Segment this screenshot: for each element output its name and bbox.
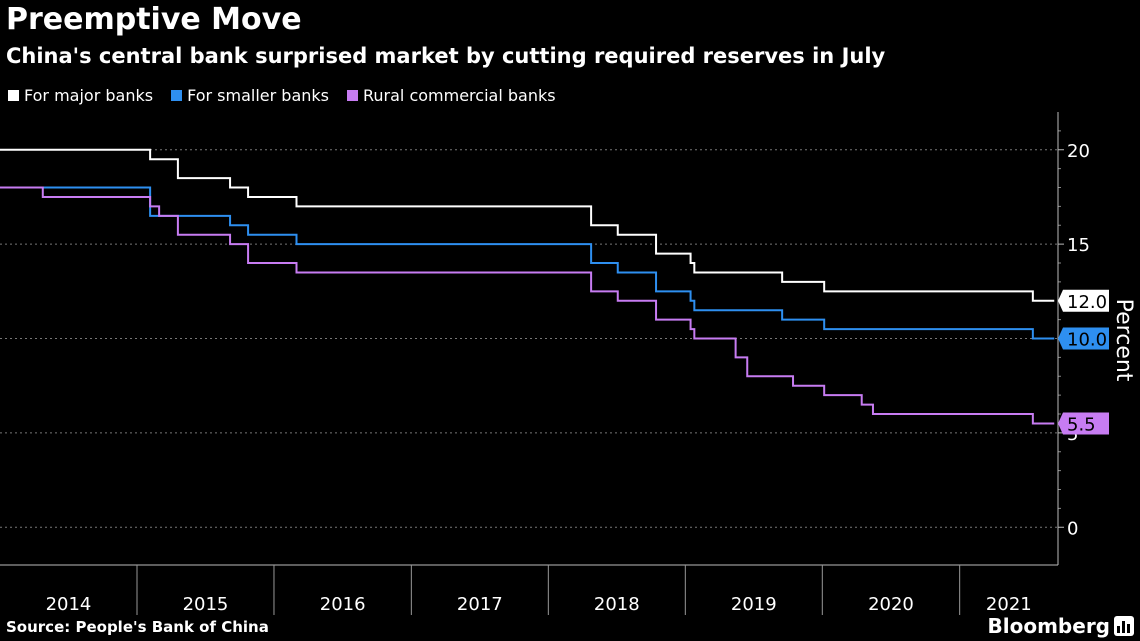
year-label-2015: 2015 xyxy=(183,594,229,615)
series-line-2 xyxy=(0,186,1055,425)
year-label-2021: 2021 xyxy=(986,594,1032,615)
year-label-2020: 2020 xyxy=(868,594,914,615)
end-label-2: 5.5 xyxy=(1067,414,1096,435)
ytick-label-20: 20 xyxy=(1067,141,1090,162)
end-label-1: 10.0 xyxy=(1067,330,1107,351)
legend-item-rural: Rural commercial banks xyxy=(347,86,556,105)
legend-label-rural: Rural commercial banks xyxy=(363,86,556,105)
year-label-2017: 2017 xyxy=(457,594,503,615)
chart-subtitle: China's central bank surprised market by… xyxy=(6,44,886,68)
year-label-2019: 2019 xyxy=(731,594,777,615)
legend-label-major: For major banks xyxy=(24,86,154,105)
y-axis-title: Percent xyxy=(1111,299,1136,382)
series-line-0 xyxy=(0,148,1055,302)
year-label-2018: 2018 xyxy=(594,594,640,615)
ytick-label-15: 15 xyxy=(1067,235,1090,256)
end-label-box-0 xyxy=(1058,289,1109,312)
ytick-label-0: 0 xyxy=(1067,518,1078,539)
year-label-2014: 2014 xyxy=(46,594,92,615)
legend-item-major: For major banks xyxy=(8,86,153,105)
legend-item-smaller: For smaller banks xyxy=(171,86,329,105)
chart-title: Preemptive Move xyxy=(6,2,302,37)
legend-swatch-major xyxy=(8,90,19,101)
source-note: Source: People's Bank of China xyxy=(6,618,269,636)
end-label-box-2 xyxy=(1058,412,1109,435)
bloomberg-chart-icon xyxy=(1114,616,1134,636)
year-label-2016: 2016 xyxy=(320,594,366,615)
legend: For major banks For smaller banks Rural … xyxy=(8,86,556,105)
legend-swatch-rural xyxy=(347,90,358,101)
legend-swatch-smaller xyxy=(171,90,183,101)
series-line-1 xyxy=(0,186,1055,340)
bloomberg-logo: Bloomberg xyxy=(987,614,1110,638)
end-label-0: 12.0 xyxy=(1067,292,1107,313)
legend-label-smaller: For smaller banks xyxy=(187,86,329,105)
end-label-box-1 xyxy=(1058,327,1109,350)
